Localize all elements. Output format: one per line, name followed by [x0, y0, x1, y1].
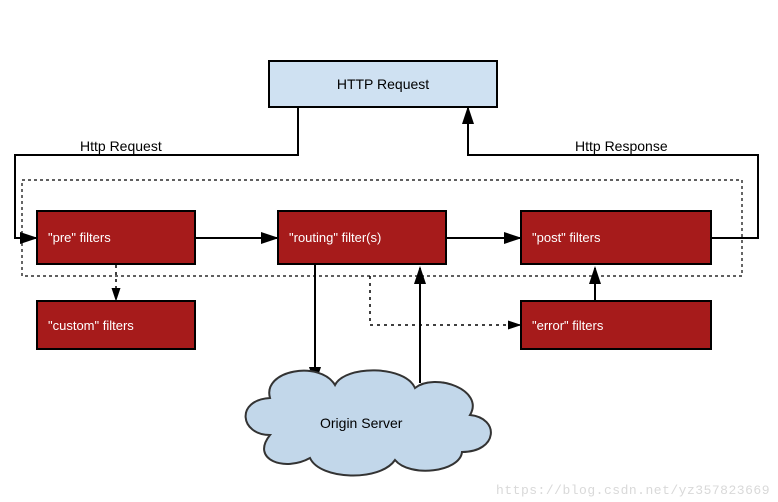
edge-dotted-to-error [370, 276, 520, 325]
node-http-request: HTTP Request [268, 60, 498, 108]
node-pre-filters: "pre" filters [36, 210, 196, 265]
label-http-response: Http Response [575, 138, 668, 154]
node-post-label: "post" filters [532, 230, 600, 245]
node-http-request-label: HTTP Request [337, 76, 429, 92]
node-pre-label: "pre" filters [48, 230, 111, 245]
label-http-request: Http Request [80, 138, 162, 154]
node-routing-filters: "routing" filter(s) [277, 210, 447, 265]
node-error-label: "error" filters [532, 318, 603, 333]
node-custom-filters: "custom" filters [36, 300, 196, 350]
node-error-filters: "error" filters [520, 300, 712, 350]
watermark: https://blog.csdn.net/yz357823669 [496, 483, 770, 498]
node-routing-label: "routing" filter(s) [289, 230, 381, 245]
node-post-filters: "post" filters [520, 210, 712, 265]
cloud-label: Origin Server [320, 415, 402, 431]
node-custom-label: "custom" filters [48, 318, 134, 333]
